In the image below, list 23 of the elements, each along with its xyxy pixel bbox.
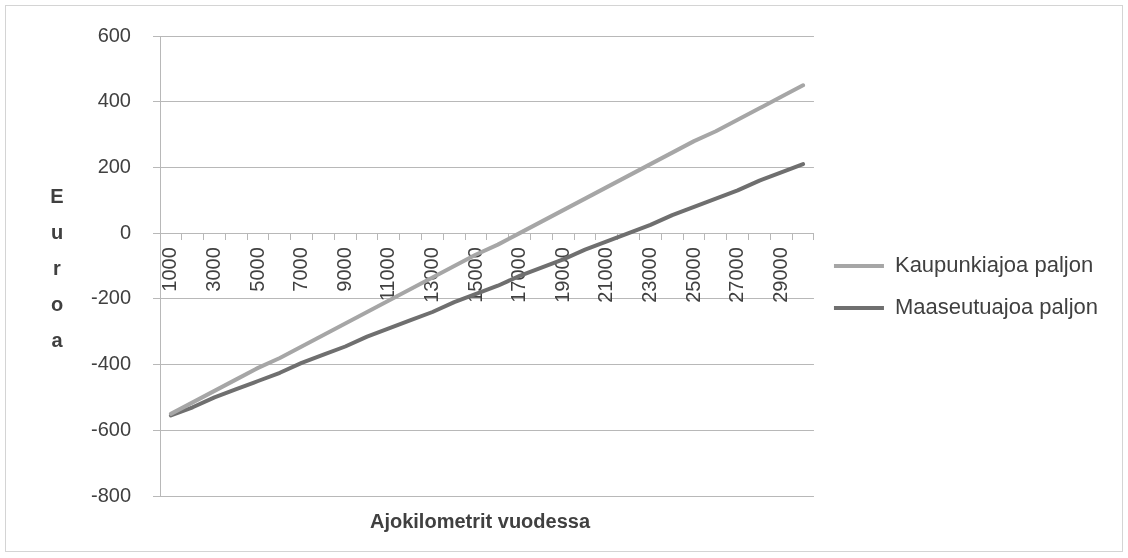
y-tick-label: -400: [90, 352, 131, 375]
x-tick-label: 25000: [681, 247, 704, 303]
y-tick-label: -800: [90, 483, 131, 506]
x-tick-label: 5000: [245, 247, 268, 292]
legend-label: Maaseutuajoa paljon: [894, 294, 1099, 320]
y-tick-label: -200: [90, 286, 131, 309]
y-tick-label: 0: [119, 220, 131, 243]
y-tick-label: -600: [90, 417, 131, 440]
x-tick-label: 27000: [725, 247, 748, 303]
legend-label: Kaupunkiajoa paljon: [894, 252, 1094, 278]
x-tick-label: 9000: [332, 247, 355, 292]
x-tick-label: 3000: [202, 247, 225, 292]
x-tick-label: 29000: [768, 247, 791, 303]
x-tick-label: 1000: [158, 247, 181, 292]
y-tick-label: 200: [97, 154, 131, 177]
x-axis-title: Ajokilometrit vuodessa: [368, 509, 592, 534]
x-tick-label: 23000: [637, 247, 660, 303]
y-tick-label: 600: [97, 23, 131, 46]
x-tick-label: 7000: [289, 247, 312, 292]
x-tick-label: 11000: [376, 247, 399, 302]
y-tick-label: 400: [97, 89, 131, 112]
x-tick-label: 21000: [594, 247, 617, 303]
y-axis-title: Euroa: [49, 184, 65, 353]
